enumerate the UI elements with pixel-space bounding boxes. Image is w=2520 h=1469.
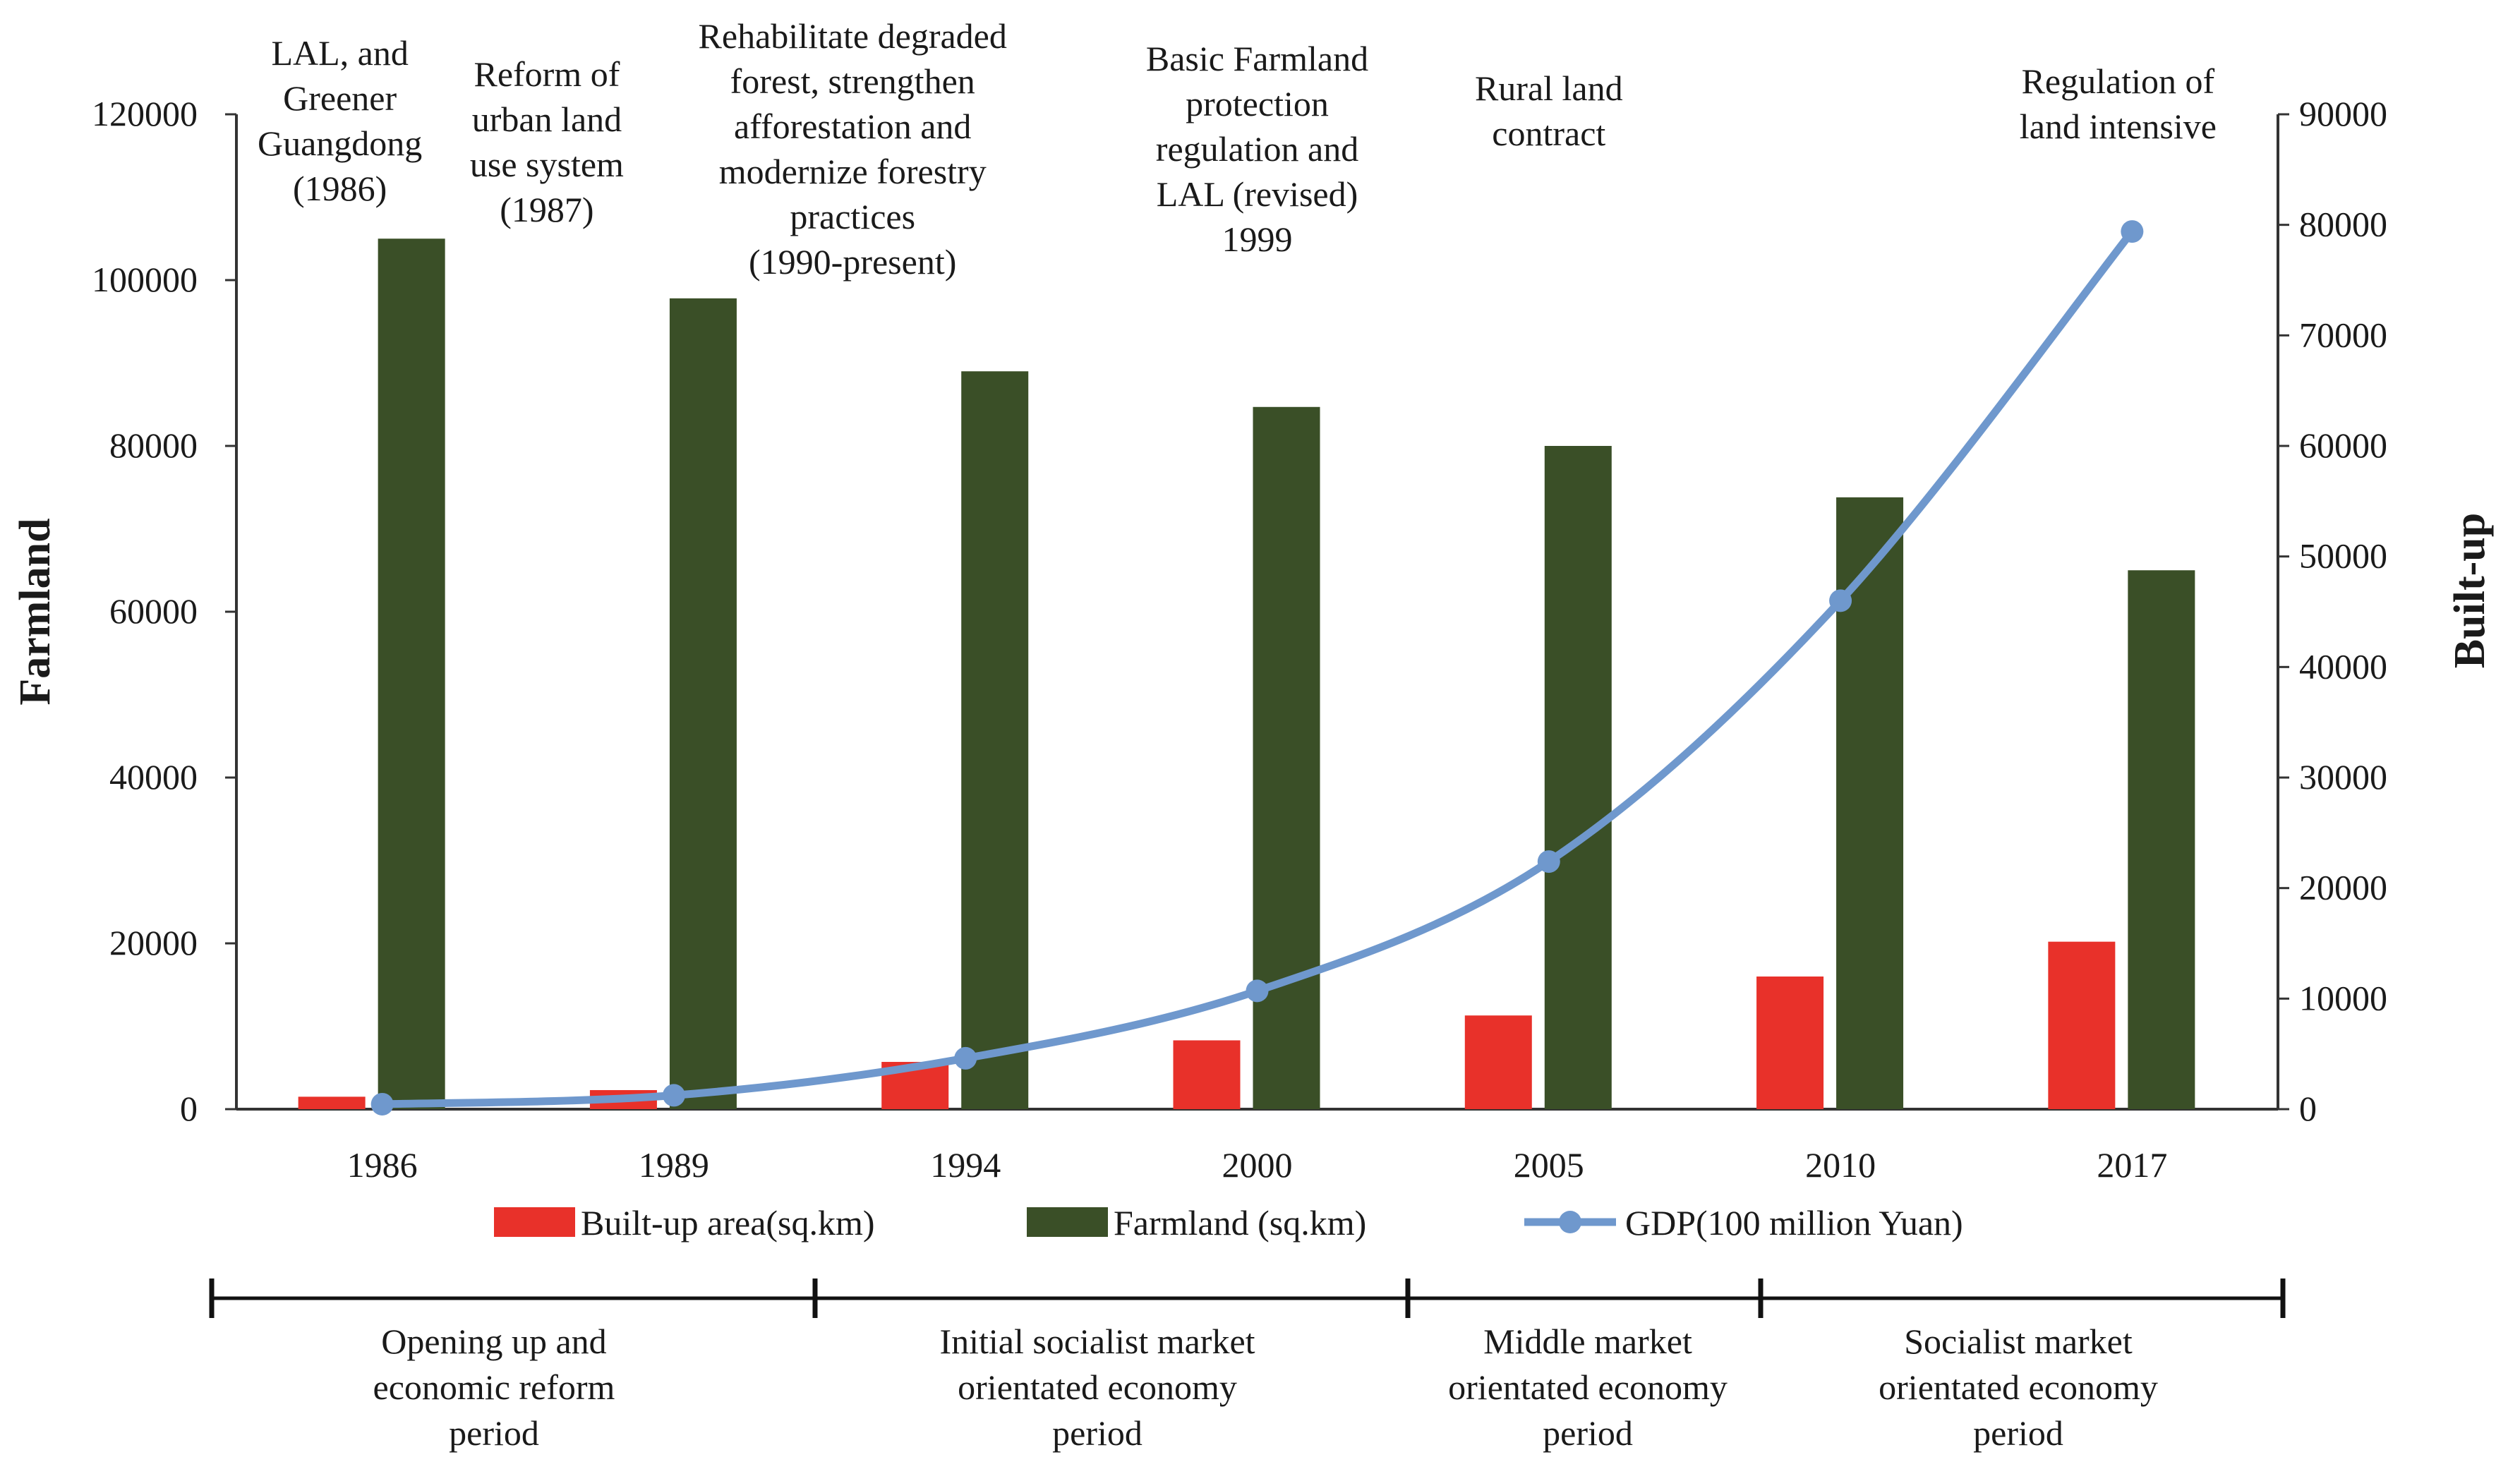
annotation-line: Basic Farmland	[1146, 39, 1368, 78]
gdp-point	[1537, 850, 1560, 873]
gdp-point	[2121, 220, 2144, 243]
bar-built-up	[298, 1096, 366, 1109]
right-tick-label: 40000	[2299, 646, 2387, 686]
left-tick-label: 0	[180, 1089, 198, 1128]
annotation-line: 1999	[1222, 219, 1293, 259]
legend: Built-up area(sq.km) Farmland (sq.km) GDP(…	[494, 1203, 1963, 1243]
annotation-line: (1986)	[293, 169, 387, 208]
bar-farmland	[1544, 446, 1612, 1109]
period-label-line: orientated economy	[1879, 1367, 2158, 1407]
bar-farmland	[378, 238, 445, 1109]
annotation-line: LAL (revised)	[1157, 174, 1358, 214]
annotation-line: protection	[1186, 84, 1329, 123]
legend-swatch-marker	[1559, 1211, 1581, 1233]
axes: 0 20000 40000 60000 80000 100000 120000 0 10000 2…	[11, 94, 2494, 1185]
x-tick-label: 1994	[930, 1145, 1001, 1185]
period-label-line: period	[1052, 1413, 1143, 1453]
x-tick-label: 1989	[639, 1145, 709, 1185]
x-tick-label: 1986	[347, 1145, 418, 1185]
gdp-point	[1246, 979, 1269, 1003]
period-timeline: Opening up and economic reform period Initi…	[209, 1278, 2286, 1453]
x-tick-label: 2005	[1514, 1145, 1584, 1185]
bar-farmland	[961, 371, 1029, 1109]
period-label-line: period	[1973, 1413, 2063, 1453]
period-label-line: Opening up and	[381, 1322, 606, 1361]
right-tick-label: 60000	[2299, 425, 2387, 465]
annotation-line: Regulation of	[2022, 61, 2215, 101]
annotation-line: urban land	[472, 99, 622, 139]
right-tick-label: 10000	[2299, 978, 2387, 1017]
annotation-line: Greener	[283, 78, 397, 118]
right-tick-label: 30000	[2299, 757, 2387, 797]
bar-farmland	[1253, 406, 1320, 1109]
bar-built-up	[1756, 977, 1824, 1109]
left-tick-label: 100000	[92, 260, 198, 299]
right-tick-label: 20000	[2299, 868, 2387, 907]
annotation-line: LAL, and	[271, 33, 408, 73]
annotation-line: practices	[790, 197, 915, 236]
x-tick-label: 2017	[2097, 1145, 2167, 1185]
right-tick-label: 90000	[2299, 94, 2387, 133]
legend-label: Built-up area(sq.km)	[581, 1203, 875, 1243]
annotation-line: contract	[1492, 114, 1605, 153]
bar-farmland	[2128, 570, 2195, 1109]
annotation-line: Rehabilitate degraded	[699, 16, 1007, 56]
annotation-line: afforestation and	[734, 107, 971, 146]
gdp-point	[1829, 589, 1852, 612]
right-tick-label: 70000	[2299, 315, 2387, 354]
gdp-line-series	[370, 220, 2144, 1116]
right-tick-label: 0	[2299, 1089, 2317, 1128]
annotation-line: regulation and	[1156, 129, 1358, 169]
left-tick-label: 40000	[109, 757, 198, 797]
bar-built-up	[1464, 1015, 1532, 1109]
policy-annotations: LAL, and Greener Guangdong (1986) Reform of u…	[258, 16, 2217, 282]
period-label-line: Middle market	[1483, 1322, 1692, 1361]
left-axis-title: Farmland	[11, 518, 59, 705]
x-tick-label: 2000	[1222, 1145, 1293, 1185]
left-tick-label: 20000	[109, 923, 198, 962]
annotation-line: Rural land	[1475, 68, 1623, 108]
period-label-line: period	[449, 1413, 539, 1453]
legend-swatch	[494, 1207, 575, 1237]
annotation-line: land intensive	[2020, 107, 2217, 146]
left-tick-label: 80000	[109, 425, 198, 465]
bars	[298, 238, 2195, 1110]
period-label-line: orientated economy	[958, 1367, 1237, 1407]
annotation-line: Reform of	[474, 54, 620, 94]
period-label-line: economic reform	[373, 1367, 615, 1407]
annotation-line: modernize forestry	[719, 152, 987, 191]
right-tick-label: 80000	[2299, 205, 2387, 244]
bar-farmland	[669, 298, 737, 1110]
bar-built-up	[2048, 941, 2116, 1109]
left-tick-label: 120000	[92, 94, 198, 133]
bar-built-up	[1173, 1040, 1241, 1109]
period-label-line: Socialist market	[1904, 1322, 2133, 1361]
annotation-line: forest, strengthen	[730, 61, 975, 101]
legend-label: Farmland (sq.km)	[1114, 1203, 1366, 1243]
legend-label: GDP(100 million Yuan)	[1625, 1203, 1963, 1243]
gdp-point	[662, 1084, 685, 1107]
right-tick-label: 50000	[2299, 536, 2387, 576]
legend-swatch	[1027, 1207, 1108, 1237]
left-tick-label: 60000	[109, 591, 198, 631]
period-label-line: Initial socialist market	[939, 1322, 1255, 1361]
x-tick-label: 2010	[1805, 1145, 1876, 1185]
right-axis-title: Built-up	[2446, 513, 2494, 669]
gdp-point	[370, 1092, 394, 1116]
annotation-line: (1990-present)	[749, 242, 956, 282]
period-label-line: orientated economy	[1448, 1367, 1728, 1407]
annotation-line: use system	[470, 145, 624, 184]
period-label-line: period	[1543, 1413, 1633, 1453]
annotation-line: (1987)	[500, 190, 593, 229]
annotation-line: Guangdong	[258, 123, 422, 163]
gdp-point	[954, 1046, 977, 1070]
